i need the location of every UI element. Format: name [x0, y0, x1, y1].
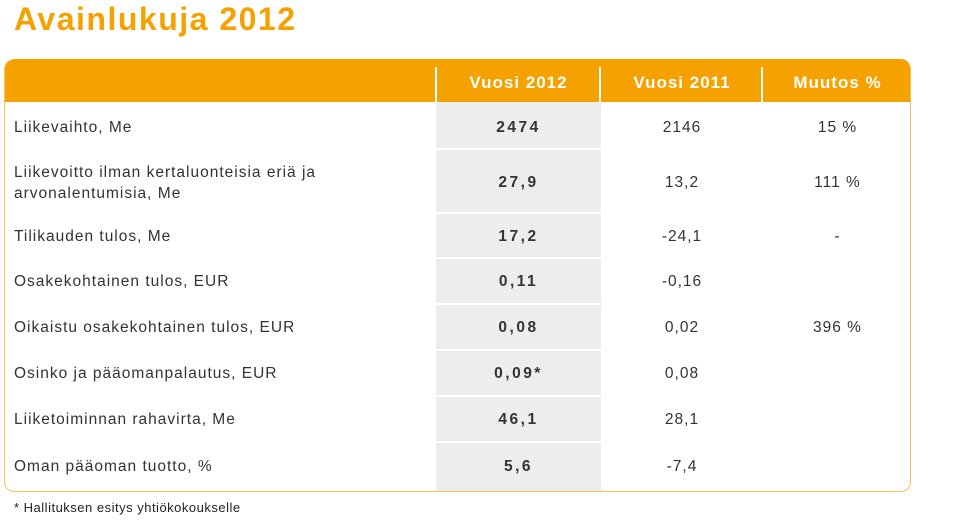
header-divider — [435, 67, 437, 102]
value-2012: 46,1 — [498, 411, 539, 428]
value-2011: 28,1 — [664, 411, 700, 428]
value-2012: 0,09* — [494, 365, 543, 382]
row-separator — [436, 349, 601, 351]
row-separator — [436, 257, 601, 259]
value-2012: 0,08 — [498, 319, 539, 336]
value-2011: 0,02 — [664, 319, 700, 336]
value-2012: 2474 — [496, 119, 541, 136]
row-label: Tilikauden tulos, Me — [14, 228, 172, 245]
row-label: Liikevaihto, Me — [14, 119, 133, 136]
value-2011: -0,16 — [661, 273, 703, 290]
header-divider — [761, 67, 763, 102]
footnote: * Hallituksen esitys yhtiökokoukselle — [14, 500, 241, 515]
row-separator — [436, 148, 601, 150]
value-change: 111 % — [814, 174, 861, 191]
value-2011: -7,4 — [666, 458, 698, 475]
row-label: Liikevoitto ilman kertaluonteisia eriä j… — [14, 164, 317, 181]
value-2012: 5,6 — [503, 458, 534, 475]
header-2012: Vuosi 2012 — [469, 73, 568, 92]
row-label: Oikaistu osakekohtainen tulos, EUR — [14, 319, 296, 336]
row-separator — [436, 395, 601, 397]
table-header: Vuosi 2012 Vuosi 2011 Muutos % — [5, 59, 910, 102]
header-2011: Vuosi 2011 — [633, 73, 731, 92]
row-separator — [436, 303, 601, 305]
value-change: 396 % — [813, 319, 862, 336]
row-label: arvonalentumisia, Me — [14, 185, 182, 202]
value-change: 15 % — [817, 119, 858, 136]
page-title: Avainlukuja 2012 — [14, 1, 297, 37]
row-separator — [436, 212, 601, 214]
value-2012: 0,11 — [498, 273, 539, 290]
value-change: - — [834, 228, 841, 245]
highlight-column-2012 — [436, 102, 601, 491]
row-label: Osakekohtainen tulos, EUR — [14, 273, 230, 290]
key-figures-table: Vuosi 2012 Vuosi 2011 Muutos % Liikevaih… — [4, 59, 911, 492]
row-label: Oman pääoman tuotto, % — [14, 458, 213, 475]
value-2011: -24,1 — [661, 228, 703, 245]
header-change: Muutos % — [793, 73, 882, 92]
header-divider — [599, 67, 601, 102]
value-2012: 27,9 — [498, 174, 539, 191]
value-2012: 17,2 — [498, 228, 539, 245]
value-2011: 2146 — [662, 119, 702, 136]
value-2011: 13,2 — [664, 174, 700, 191]
row-label: Liiketoiminnan rahavirta, Me — [14, 411, 236, 428]
row-separator — [436, 441, 601, 443]
row-label: Osinko ja pääomanpalautus, EUR — [14, 365, 278, 382]
value-2011: 0,08 — [664, 365, 700, 382]
